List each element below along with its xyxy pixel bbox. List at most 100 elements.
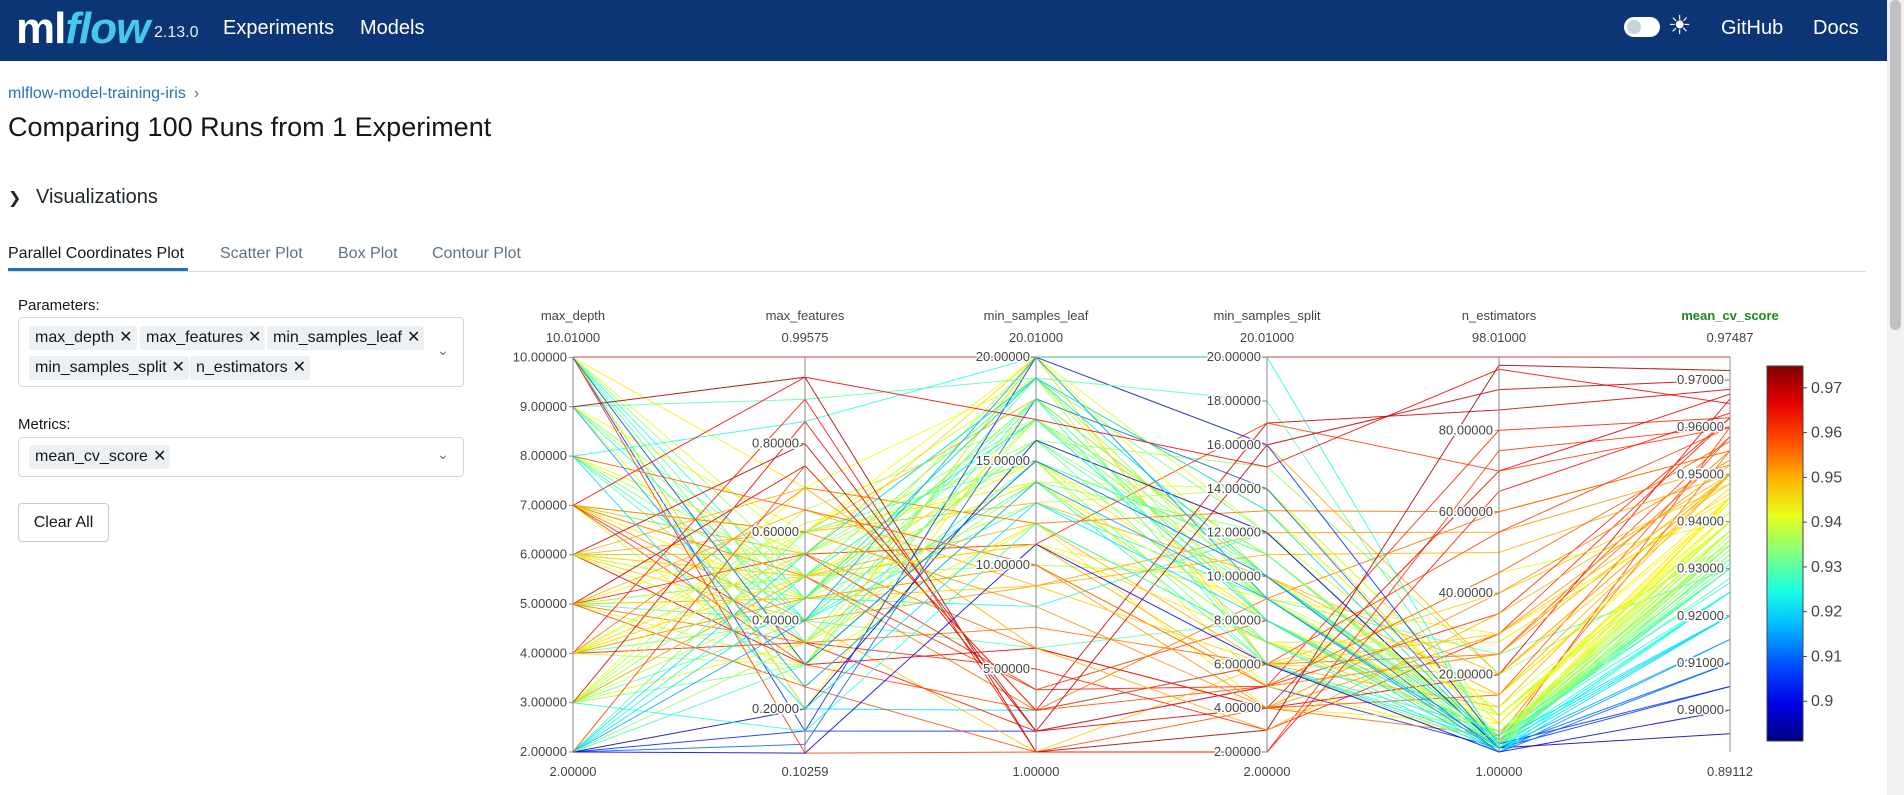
axis-tick-label: 18.00000 — [1207, 393, 1261, 408]
close-icon[interactable]: ✕ — [292, 359, 306, 376]
dark-mode-toggle[interactable] — [1624, 17, 1660, 37]
run-line — [572, 440, 1731, 687]
axis-tick-label: 5.00000 — [983, 661, 1030, 676]
axis-tick-label: 2.00000 — [520, 744, 567, 759]
axis-tick-label: 4.00000 — [1214, 700, 1261, 715]
run-line — [572, 356, 1731, 717]
run-line — [572, 455, 1731, 753]
param-chip-label: max_depth — [35, 329, 115, 346]
axis-tick-label: 20.00000 — [1207, 349, 1261, 364]
axis-title: min_samples_leaf — [984, 308, 1089, 323]
run-line — [572, 483, 1731, 665]
logo-flow-text: flow — [65, 4, 150, 53]
close-icon[interactable]: ✕ — [119, 329, 133, 346]
run-line — [572, 439, 1731, 753]
run-line — [572, 417, 1731, 731]
axis-tick-label: 10.00000 — [976, 557, 1030, 572]
tab-parallel-coordinates[interactable]: Parallel Coordinates Plot — [8, 245, 185, 262]
run-line — [572, 522, 1731, 753]
breadcrumb-chevron-icon: › — [193, 85, 200, 102]
breadcrumb-experiment-link[interactable]: mlflow-model-training-iris — [8, 85, 186, 102]
param-chip-min-samples-split: min_samples_split ✕ — [29, 356, 190, 380]
axis-tick-label: 0.90000 — [1677, 702, 1724, 717]
run-line — [572, 464, 1731, 622]
run-line — [572, 492, 1731, 654]
run-line — [572, 439, 1731, 737]
colorbar-tick-label: 0.9 — [1811, 693, 1833, 710]
tab-contour-plot[interactable]: Contour Plot — [432, 245, 521, 262]
run-line — [572, 377, 1731, 745]
tabs-divider — [8, 271, 1866, 272]
run-line — [572, 436, 1731, 753]
theme-sun-icon: ☀ — [1668, 10, 1692, 40]
metrics-select[interactable]: mean_cv_score ✕ ⌄ — [18, 437, 464, 477]
colorbar-tick-label: 0.95 — [1811, 469, 1842, 486]
param-chip-label: min_samples_leaf — [273, 329, 402, 346]
param-chip-n-estimators: n_estimators ✕ — [190, 356, 310, 380]
chevron-down-icon[interactable]: ⌄ — [437, 342, 449, 358]
run-line — [572, 418, 1731, 741]
run-line — [572, 356, 1731, 733]
tab-box-plot[interactable]: Box Plot — [338, 245, 398, 262]
active-tab-indicator — [8, 268, 188, 271]
colorbar — [1766, 365, 1804, 742]
axis-tick-label: 0.91000 — [1677, 655, 1724, 670]
run-line — [572, 368, 1731, 506]
run-line — [572, 398, 1731, 709]
run-line — [572, 393, 1731, 732]
close-icon[interactable]: ✕ — [171, 359, 186, 376]
axis-tick-label: 8.00000 — [520, 448, 567, 463]
run-line — [572, 357, 1731, 737]
run-line — [572, 473, 1731, 731]
run-line — [572, 377, 1731, 708]
close-icon[interactable]: ✕ — [406, 329, 421, 346]
close-icon[interactable]: ✕ — [247, 329, 262, 346]
github-link[interactable]: GitHub — [1721, 17, 1784, 39]
axis-title: max_depth — [541, 308, 605, 323]
version-label: 2.13.0 — [154, 24, 199, 41]
param-chip-label: min_samples_split — [35, 359, 167, 376]
mlflow-logo[interactable]: mlflow — [16, 4, 150, 54]
parameters-select[interactable]: max_depth ✕ max_features ✕ min_samples_lea… — [18, 317, 464, 387]
metric-chip-label: mean_cv_score — [35, 448, 148, 465]
run-line — [572, 459, 1731, 709]
axis-max-label: 0.99575 — [782, 330, 829, 345]
axis-max-label: 20.01000 — [1009, 330, 1063, 345]
axis-tick-label: 0.93000 — [1677, 561, 1724, 576]
axis-tick-label: 20.00000 — [1439, 667, 1493, 682]
axis-tick-label: 8.00000 — [1214, 612, 1261, 627]
axis-tick-label: 0.92000 — [1677, 608, 1724, 623]
run-line — [572, 450, 1731, 654]
nav-models-link[interactable]: Models — [360, 17, 425, 39]
axis-tick-label: 0.97000 — [1677, 372, 1724, 387]
chevron-down-icon[interactable]: ⌄ — [437, 446, 449, 462]
axis-tick-label: 12.00000 — [1207, 525, 1261, 540]
parameters-label: Parameters: — [18, 297, 100, 314]
axis-min-label: 1.00000 — [1013, 764, 1060, 779]
tab-scatter-plot[interactable]: Scatter Plot — [220, 245, 303, 262]
run-line — [572, 364, 1731, 753]
docs-link[interactable]: Docs — [1813, 17, 1859, 39]
axis-tick-label: 0.60000 — [752, 524, 799, 539]
clear-all-button[interactable]: Clear All — [18, 503, 109, 542]
run-line — [572, 543, 1731, 754]
axis-max-label: 98.01000 — [1472, 330, 1526, 345]
axis-tick-label: 80.00000 — [1439, 422, 1493, 437]
param-chip-max-features: max_features ✕ — [140, 326, 266, 350]
visualizations-section-toggle[interactable]: ❯ Visualizations — [8, 186, 158, 209]
run-line — [572, 388, 1731, 712]
chevron-down-icon: ❯ — [8, 190, 22, 207]
colorbar-tick-label: 0.94 — [1811, 514, 1842, 531]
top-navbar: mlflow 2.13.0 Experiments Models ☀ GitHu… — [0, 0, 1887, 61]
scrollbar-thumb[interactable] — [1890, 0, 1901, 330]
param-chip-max-depth: max_depth ✕ — [29, 326, 137, 350]
nav-experiments-link[interactable]: Experiments — [223, 17, 335, 39]
axis-min-label: 0.89112 — [1707, 764, 1753, 779]
axis-tick-label: 3.00000 — [520, 695, 567, 710]
close-icon[interactable]: ✕ — [152, 448, 167, 465]
page-scrollbar[interactable] — [1887, 0, 1904, 795]
axis-tick-label: 14.00000 — [1207, 481, 1261, 496]
run-line — [572, 450, 1731, 665]
run-line — [572, 473, 1731, 708]
